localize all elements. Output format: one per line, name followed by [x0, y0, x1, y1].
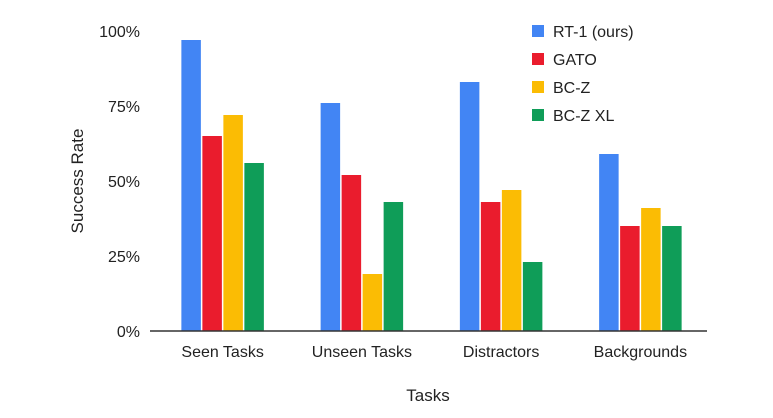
bar-bc-z-seen-tasks: [223, 115, 243, 331]
y-tick-label: 100%: [99, 24, 140, 41]
bars: [181, 40, 682, 331]
bar-bc-z-xl-unseen-tasks: [383, 202, 404, 331]
y-tick-label: 25%: [108, 249, 140, 266]
x-tick-label: Backgrounds: [594, 344, 687, 361]
legend-swatch: [532, 53, 544, 65]
bar-gato-unseen-tasks: [341, 175, 362, 331]
bar-gato-seen-tasks: [202, 136, 222, 331]
bar-rt-1-ours-seen-tasks: [181, 40, 201, 331]
bar-gato-distractors: [480, 202, 501, 331]
y-tick-label: 50%: [108, 174, 140, 191]
bar-bc-z-xl-seen-tasks: [244, 163, 264, 331]
x-tick-label: Unseen Tasks: [312, 344, 412, 361]
bar-bc-z-distractors: [501, 190, 522, 331]
bar-bc-z-xl-backgrounds: [662, 226, 682, 331]
legend-swatch: [532, 81, 544, 93]
legend-label: GATO: [553, 52, 597, 69]
x-axis-ticks: Seen Tasks Unseen Tasks Distractors Backgro…: [181, 344, 687, 361]
legend-swatch: [532, 109, 544, 121]
bar-bc-z-xl-distractors: [522, 262, 543, 331]
y-axis-title: Success Rate: [68, 129, 87, 234]
bar-rt-1-ours-distractors: [459, 82, 480, 331]
legend-label: BC-Z: [553, 80, 591, 97]
y-tick-label: 75%: [108, 99, 140, 116]
y-tick-label: 0%: [117, 324, 140, 341]
bar-bc-z-unseen-tasks: [362, 274, 383, 331]
legend-label: RT-1 (ours): [553, 24, 634, 41]
bar-rt-1-ours-unseen-tasks: [320, 103, 341, 331]
y-axis-ticks: 0% 25% 50% 75% 100%: [99, 24, 140, 341]
legend-label: BC-Z XL: [553, 108, 614, 125]
bar-rt-1-ours-backgrounds: [599, 154, 619, 331]
x-tick-label: Seen Tasks: [181, 344, 263, 361]
legend: RT-1 (ours) GATO BC-Z BC-Z XL: [532, 24, 634, 125]
bar-gato-backgrounds: [620, 226, 640, 331]
x-tick-label: Distractors: [463, 344, 539, 361]
bar-bc-z-backgrounds: [641, 208, 661, 331]
x-axis-title: Tasks: [406, 386, 449, 405]
legend-swatch: [532, 25, 544, 37]
